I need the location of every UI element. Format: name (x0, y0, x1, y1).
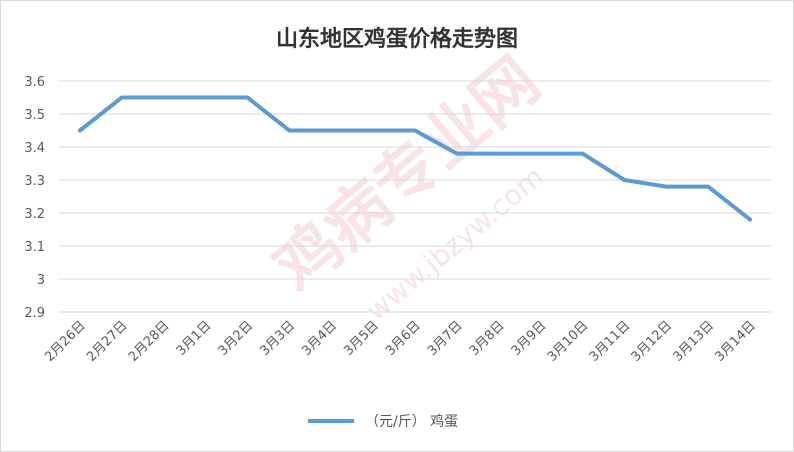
y-tick-label: 3.2 (24, 207, 45, 222)
legend-label: （元/斤） 鸡蛋 (365, 413, 458, 430)
x-tick-label: 3月4日 (299, 318, 340, 359)
x-tick-label: 3月14日 (712, 318, 759, 365)
legend: （元/斤） 鸡蛋 (308, 413, 458, 430)
gridlines (59, 80, 771, 313)
watermark: 鸡病专业网 www.jbzyw.com (261, 44, 554, 328)
y-tick-label: 3 (37, 273, 45, 288)
x-tick-label: 3月2日 (216, 318, 257, 359)
x-tick-label: 3月5日 (341, 318, 382, 359)
x-tick-label: 3月3日 (257, 318, 298, 359)
x-tick-label: 3月9日 (509, 318, 550, 359)
y-tick-label: 3.6 (24, 75, 45, 90)
x-tick-label: 3月13日 (670, 318, 717, 365)
x-tick-label: 3月8日 (467, 318, 508, 359)
y-tick-label: 2.9 (24, 306, 45, 321)
x-tick-label: 3月6日 (383, 318, 424, 359)
x-tick-label: 3月1日 (174, 318, 215, 359)
y-tick-label: 3.3 (24, 174, 45, 189)
x-tick-label: 2月27日 (84, 318, 131, 365)
y-tick-label: 3.4 (24, 141, 45, 156)
x-tick-label: 3月7日 (425, 318, 466, 359)
x-tick-label: 3月12日 (629, 318, 676, 365)
x-tick-label: 3月10日 (545, 318, 592, 365)
chart-title: 山东地区鸡蛋价格走势图 (276, 26, 518, 52)
y-axis-ticks: 2.9 3 3.1 3.2 3.3 3.4 3.5 3.6 (24, 75, 45, 321)
x-tick-label: 2月28日 (126, 318, 173, 365)
series-layer (77, 95, 753, 222)
y-tick-label: 3.1 (24, 240, 45, 255)
x-tick-label: 2月26日 (42, 318, 89, 365)
y-tick-label: 3.5 (24, 108, 45, 123)
x-tick-label: 3月11日 (587, 318, 634, 365)
